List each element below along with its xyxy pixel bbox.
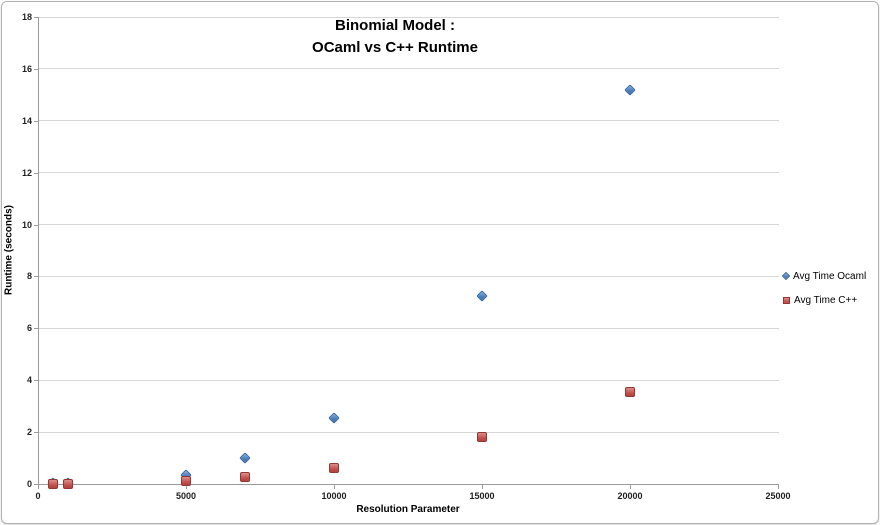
gridline-y-16 bbox=[38, 68, 779, 70]
chart-title: Binomial Model : OCaml vs C++ Runtime bbox=[0, 15, 790, 59]
x-axis-title: Resolution Parameter bbox=[356, 504, 460, 515]
x-axis-line bbox=[38, 484, 779, 485]
y-tick-10 bbox=[34, 224, 38, 226]
chart-title-line1: Binomial Model : bbox=[335, 17, 455, 34]
gridline-y-12 bbox=[38, 172, 779, 174]
x-tick-label-20000: 20000 bbox=[617, 491, 643, 501]
y-tick-label-8: 8 bbox=[26, 271, 32, 282]
y-tick-label-16: 16 bbox=[21, 63, 32, 74]
x-tick-label-15000: 15000 bbox=[469, 491, 495, 501]
legend-square-icon bbox=[783, 296, 790, 304]
gridline-y-4 bbox=[38, 379, 779, 381]
gridline-y-18 bbox=[38, 16, 779, 18]
y-tick-label-0: 0 bbox=[26, 479, 32, 489]
y-tick-label-14: 14 bbox=[21, 115, 32, 126]
x-tick-label-5000: 5000 bbox=[175, 491, 197, 501]
y-tick-12 bbox=[34, 172, 38, 174]
y-tick-0 bbox=[34, 484, 38, 485]
gridline-y-2 bbox=[38, 431, 779, 433]
data-point-square-x15000 bbox=[477, 432, 487, 443]
x-tick-5000 bbox=[186, 485, 187, 489]
data-point-diamond-x7000 bbox=[239, 452, 251, 464]
y-tick-8 bbox=[34, 276, 38, 278]
x-tick-20000 bbox=[630, 485, 631, 489]
x-tick-label-10000: 10000 bbox=[321, 491, 347, 501]
y-tick-16 bbox=[34, 68, 38, 70]
x-tick-25000 bbox=[778, 485, 779, 489]
legend-diamond-icon bbox=[781, 271, 791, 281]
data-point-square-x7000 bbox=[240, 471, 251, 482]
y-tick-label-6: 6 bbox=[26, 323, 32, 334]
gridline-y-14 bbox=[38, 120, 779, 122]
data-point-square-x10000 bbox=[329, 462, 339, 473]
data-point-square-x500 bbox=[47, 479, 58, 489]
y-tick-label-12: 12 bbox=[21, 167, 32, 178]
gridline-y-6 bbox=[38, 327, 779, 329]
x-tick-label-25000: 25000 bbox=[765, 491, 791, 501]
x-tick-0 bbox=[38, 485, 39, 489]
y-tick-4 bbox=[34, 380, 38, 382]
x-tick-label-0: 0 bbox=[35, 491, 41, 501]
y-tick-14 bbox=[34, 120, 38, 122]
y-tick-label-10: 10 bbox=[21, 219, 32, 230]
x-tick-15000 bbox=[482, 485, 483, 489]
y-tick-label-2: 2 bbox=[26, 427, 32, 438]
legend-label: Avg Time C++ bbox=[794, 294, 858, 306]
data-point-diamond-x15000 bbox=[476, 290, 488, 302]
data-point-square-x5000 bbox=[181, 476, 191, 487]
gridline-y-10 bbox=[38, 224, 779, 226]
legend: Avg Time Ocaml Avg Time C++ bbox=[781, 269, 867, 317]
legend-label: Avg Time Ocaml bbox=[793, 270, 867, 282]
legend-item-0: Avg Time Ocaml bbox=[781, 269, 867, 283]
data-point-diamond-x10000 bbox=[328, 412, 340, 424]
x-tick-10000 bbox=[334, 485, 335, 489]
legend-item-1: Avg Time C++ bbox=[783, 293, 866, 307]
gridline-y-8 bbox=[38, 275, 779, 277]
data-point-diamond-x20000 bbox=[624, 83, 636, 96]
data-point-square-x20000 bbox=[625, 386, 635, 397]
y-tick-label-4: 4 bbox=[26, 375, 32, 386]
y-axis-line bbox=[38, 17, 39, 484]
y-tick-6 bbox=[34, 328, 38, 330]
y-tick-label-18: 18 bbox=[21, 12, 32, 22]
data-point-square-x1000 bbox=[62, 479, 73, 489]
chart-title-line2: OCaml vs C++ Runtime bbox=[312, 39, 478, 56]
y-tick-18 bbox=[34, 17, 38, 18]
y-tick-2 bbox=[34, 432, 38, 434]
